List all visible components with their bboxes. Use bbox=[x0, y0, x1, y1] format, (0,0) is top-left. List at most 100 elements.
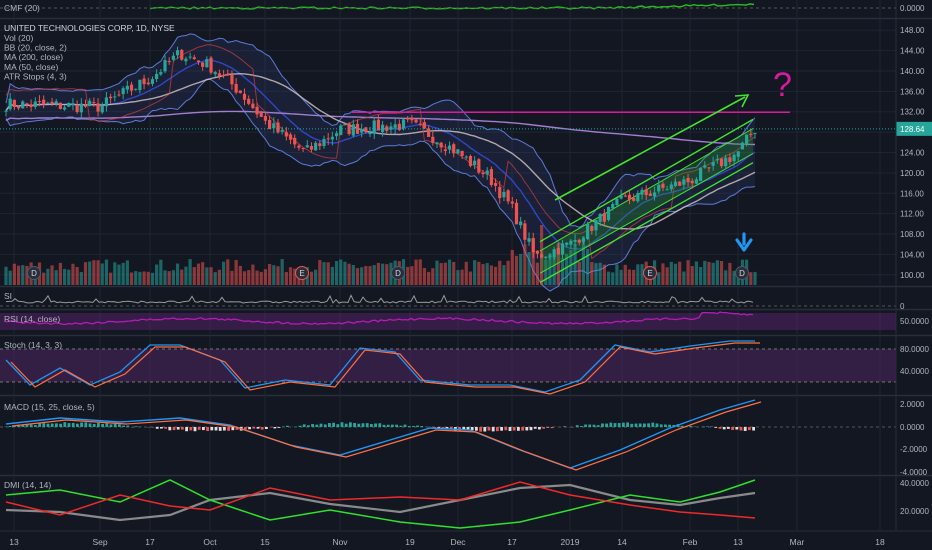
candle-body bbox=[155, 73, 159, 80]
macd-histogram-bar bbox=[181, 427, 184, 430]
candle-body bbox=[686, 177, 690, 183]
macd-histogram-bar bbox=[475, 427, 478, 431]
candle-body bbox=[535, 250, 540, 254]
stoch-band bbox=[0, 349, 896, 382]
candle-body bbox=[456, 149, 460, 154]
time-axis-tick: Feb bbox=[683, 537, 698, 547]
macd-histogram-bar bbox=[517, 427, 520, 431]
candle-body bbox=[134, 88, 138, 90]
candle-body bbox=[293, 137, 297, 145]
macd-histogram-bar bbox=[512, 427, 516, 431]
macd-histogram-bar bbox=[664, 424, 667, 427]
candle-body bbox=[368, 132, 372, 135]
volume-bar bbox=[573, 243, 577, 285]
macd-histogram-bar bbox=[525, 427, 529, 431]
macd-histogram-bar bbox=[168, 427, 172, 431]
macd-histogram-bar bbox=[706, 426, 709, 427]
macd-histogram-bar bbox=[370, 424, 373, 427]
indicator-legend: MA (200, close) bbox=[4, 52, 63, 62]
projection-arrow bbox=[554, 96, 746, 201]
rsi-line bbox=[5, 311, 754, 326]
candle-body bbox=[288, 134, 293, 140]
candle-body bbox=[92, 102, 96, 104]
candle-body bbox=[25, 103, 29, 105]
question-mark: ? bbox=[773, 66, 792, 104]
volume-bar bbox=[196, 263, 201, 285]
candle-body bbox=[62, 107, 67, 110]
candle-body bbox=[652, 192, 657, 197]
bollinger-basis bbox=[5, 59, 756, 250]
price-axis-tick: 148.00 bbox=[900, 26, 925, 35]
indicator-legend: ATR Stops (4, 3) bbox=[4, 71, 67, 81]
macd-histogram-bar bbox=[126, 425, 130, 427]
candle-body bbox=[71, 103, 75, 106]
candle-body bbox=[673, 181, 678, 186]
volume-bar bbox=[673, 263, 678, 285]
volume-bar bbox=[594, 263, 598, 285]
price-axis-tick: 100.00 bbox=[900, 271, 925, 280]
candle-body bbox=[427, 128, 431, 137]
volume-bar bbox=[175, 263, 180, 285]
time-axis-tick: Mar bbox=[790, 537, 805, 547]
volume-bar bbox=[163, 270, 167, 285]
macd-histogram-bar bbox=[542, 427, 545, 429]
candle-body bbox=[380, 124, 385, 133]
candle-body bbox=[259, 112, 263, 117]
indicator-legend: Vol (20) bbox=[4, 33, 33, 43]
blue-down-arrow-icon bbox=[735, 232, 753, 252]
volume-bar bbox=[138, 271, 142, 285]
volume-bar bbox=[443, 262, 447, 285]
candle-body bbox=[724, 157, 728, 167]
volume-bar bbox=[360, 267, 364, 285]
candle-body bbox=[745, 134, 749, 144]
macd-histogram-bar bbox=[638, 423, 642, 427]
macd-histogram-bar bbox=[483, 427, 487, 432]
volume-bar bbox=[100, 263, 104, 285]
time-axis-tick: Sep bbox=[92, 537, 107, 547]
bollinger-upper bbox=[5, 33, 756, 228]
candle-body bbox=[343, 124, 347, 126]
candle-body bbox=[88, 100, 92, 107]
volume-bar bbox=[636, 264, 640, 285]
macd-histogram-bar bbox=[210, 427, 214, 431]
volume-bar bbox=[427, 271, 431, 285]
stoch-k-line bbox=[5, 340, 755, 393]
macd-histogram-bar bbox=[622, 422, 625, 427]
stoch-d-line bbox=[10, 342, 760, 395]
candle-body bbox=[113, 96, 117, 98]
candle-body bbox=[632, 197, 636, 201]
volume-bar bbox=[560, 258, 565, 285]
candle-body bbox=[230, 74, 234, 85]
candle-body bbox=[104, 97, 109, 107]
si-line bbox=[5, 294, 754, 304]
volume-bar bbox=[452, 261, 456, 285]
macd-histogram-bar bbox=[739, 427, 743, 431]
volume-bar bbox=[715, 260, 719, 285]
volume-bar bbox=[326, 262, 330, 285]
volume-bar bbox=[8, 270, 12, 285]
candle-body bbox=[577, 239, 581, 243]
macd-histogram-bar bbox=[412, 425, 415, 427]
macd-histogram-bar bbox=[298, 425, 302, 427]
macd-histogram-bar bbox=[155, 427, 159, 429]
volume-bar bbox=[707, 261, 711, 285]
volume-bar bbox=[192, 267, 196, 285]
candle-body bbox=[297, 145, 301, 148]
volume-bar bbox=[703, 260, 707, 285]
macd-histogram-bar bbox=[651, 422, 655, 427]
macd-histogram-bar bbox=[97, 423, 100, 427]
volume-bar bbox=[221, 261, 226, 285]
macd-histogram-bar bbox=[218, 427, 222, 431]
macd-histogram-bar bbox=[256, 427, 260, 429]
macd-histogram-bar bbox=[55, 423, 58, 427]
volume-bar bbox=[355, 268, 360, 285]
macd-histogram-bar bbox=[84, 422, 88, 427]
candle-body bbox=[67, 103, 71, 107]
volume-bar bbox=[473, 260, 477, 285]
macd-line bbox=[5, 399, 756, 469]
volume-bar bbox=[330, 266, 334, 285]
macd-histogram-bar bbox=[46, 423, 50, 427]
volume-bar bbox=[619, 269, 623, 285]
volume-bar bbox=[657, 272, 661, 285]
